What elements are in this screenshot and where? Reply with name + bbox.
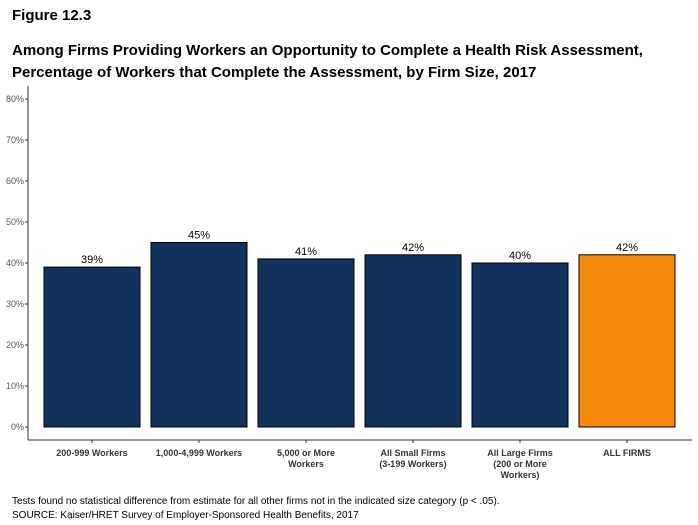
bar [364, 254, 462, 428]
x-tick-label: 5,000 or More [277, 448, 335, 458]
bar [257, 258, 355, 428]
x-tick-label: All Large Firms [487, 448, 553, 458]
chart-title: Among Firms Providing Workers an Opportu… [12, 40, 692, 84]
x-tick-label: 200-999 Workers [56, 448, 127, 458]
x-tick-label: (3-199 Workers) [379, 459, 446, 469]
y-tick-label: 70% [6, 135, 24, 145]
bar [578, 254, 676, 428]
y-tick-label: 50% [6, 217, 24, 227]
data-label: 41% [295, 246, 317, 258]
data-label: 40% [509, 250, 531, 262]
y-tick-label: 30% [6, 299, 24, 309]
y-tick-label: 20% [6, 340, 24, 350]
chart-title-line-1: Among Firms Providing Workers an Opportu… [12, 42, 643, 59]
y-tick-label: 80% [6, 94, 24, 104]
x-tick-label: Workers [288, 459, 324, 469]
bar [43, 266, 141, 428]
y-tick-label: 10% [6, 381, 24, 391]
data-label: 45% [188, 230, 210, 242]
y-tick-label: 40% [6, 258, 24, 268]
x-tick-label: ALL FIRMS [603, 448, 651, 458]
data-label: 39% [81, 254, 103, 266]
x-tick-label: 1,000-4,999 Workers [156, 448, 242, 458]
x-tick-label: Workers) [501, 470, 540, 480]
chart-title-line-2: Percentage of Workers that Complete the … [12, 64, 537, 81]
data-label: 42% [402, 242, 424, 254]
x-tick-label: All Small Firms [380, 448, 445, 458]
y-tick-label: 0% [11, 422, 24, 432]
figure-label: Figure 12.3 [12, 7, 92, 24]
y-tick-label: 60% [6, 176, 24, 186]
bar [471, 262, 569, 428]
bar [150, 242, 248, 428]
footnote-statistical-test: Tests found no statistical difference fr… [12, 496, 500, 507]
x-tick-label: (200 or More [493, 459, 547, 469]
data-label: 42% [616, 242, 638, 254]
footnote-source: SOURCE: Kaiser/HRET Survey of Employer-S… [12, 510, 359, 521]
